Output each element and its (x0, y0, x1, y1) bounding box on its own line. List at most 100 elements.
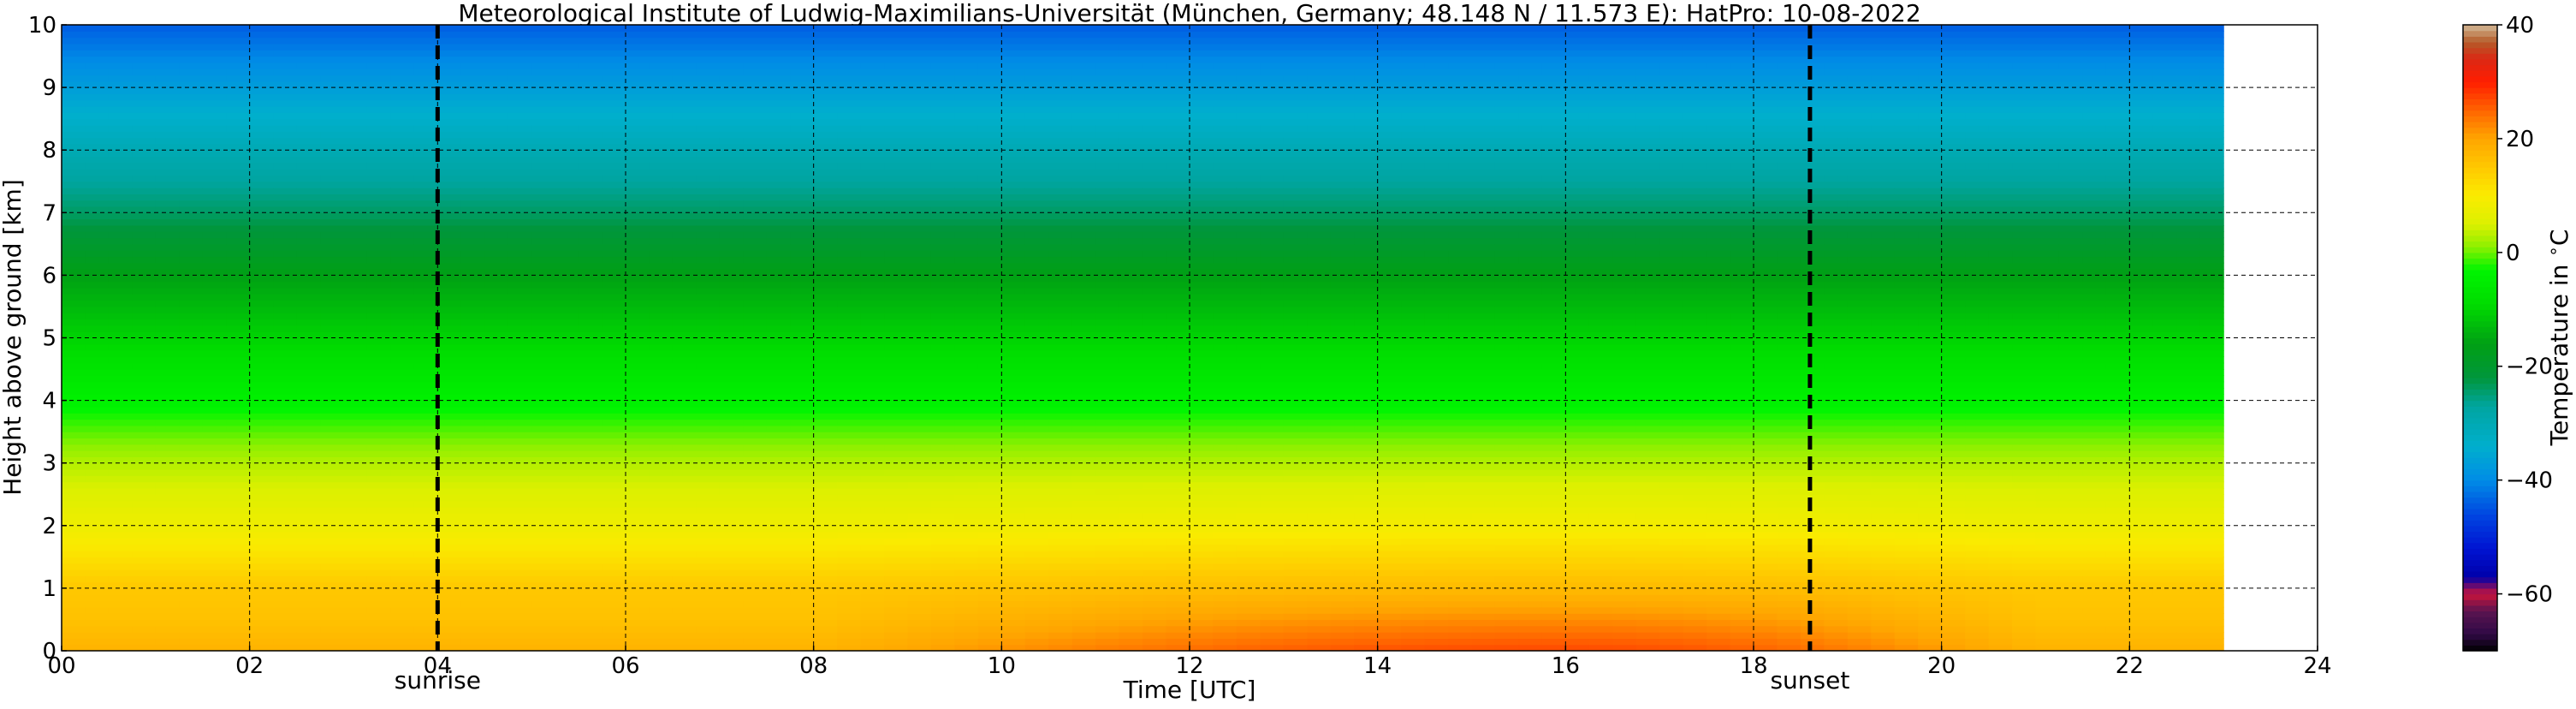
heatmap-cell (132, 444, 157, 451)
heatmap-cell (507, 381, 532, 389)
heatmap-cell (602, 450, 626, 457)
heatmap-cell (579, 188, 603, 194)
heatmap-cell (649, 262, 674, 270)
heatmap-cell (790, 288, 815, 295)
heatmap-cell (179, 250, 204, 258)
heatmap-cell (907, 551, 932, 557)
heatmap-cell (672, 25, 697, 32)
heatmap-cell (413, 50, 438, 57)
heatmap-cell (366, 369, 392, 376)
heatmap-cell (484, 243, 509, 251)
heatmap-cell (531, 387, 556, 395)
heatmap-cell (626, 31, 650, 39)
heatmap-cell (507, 444, 532, 451)
heatmap-cell (226, 269, 251, 276)
heatmap-cell (484, 300, 509, 307)
heatmap-cell (1071, 432, 1096, 439)
heatmap-cell (954, 413, 979, 420)
heatmap-cell (132, 237, 157, 245)
heatmap-cell (437, 494, 462, 502)
heatmap-cell (413, 375, 438, 383)
heatmap-cell (273, 450, 298, 457)
heatmap-cell (1024, 544, 1049, 551)
heatmap-cell (1143, 500, 1167, 508)
heatmap-cell (343, 93, 368, 101)
heatmap-cell (507, 143, 532, 151)
heatmap-cell (790, 438, 815, 445)
heatmap-cell (413, 62, 438, 69)
heatmap-cell (249, 99, 274, 107)
heatmap-cell (343, 419, 368, 426)
heatmap-cell (907, 369, 932, 376)
heatmap-cell (977, 563, 1002, 570)
heatmap-cell (579, 243, 603, 251)
heatmap-cell (413, 143, 438, 151)
heatmap-cell (1001, 243, 1026, 251)
heatmap-cell (296, 218, 321, 226)
heatmap-cell (1001, 337, 1026, 345)
heatmap-cell (249, 619, 274, 627)
heatmap-cell (790, 462, 815, 470)
heatmap-cell (273, 475, 298, 483)
heatmap-cell (62, 444, 86, 451)
heatmap-cell (1095, 150, 1120, 158)
heatmap-cell (132, 432, 157, 439)
heatmap-cell (743, 544, 768, 551)
heatmap-cell (343, 432, 368, 439)
heatmap-cell (954, 300, 979, 307)
heatmap-cell (649, 400, 674, 408)
heatmap-cell (249, 275, 274, 283)
heatmap-cell (226, 218, 251, 226)
heatmap-cell (343, 425, 368, 432)
heatmap-cell (108, 118, 133, 126)
heatmap-cell (1095, 369, 1120, 376)
heatmap-cell (249, 513, 274, 521)
heatmap-cell (507, 162, 532, 170)
heatmap-cell (837, 37, 862, 45)
heatmap-cell (1001, 218, 1026, 226)
heatmap-cell (320, 206, 345, 213)
heatmap-cell (672, 118, 697, 126)
heatmap-cell (226, 444, 251, 451)
heatmap-cell (790, 319, 815, 326)
heatmap-cell (366, 275, 392, 283)
heatmap-cell (226, 462, 251, 470)
heatmap-cell (249, 563, 274, 570)
heatmap-cell (743, 212, 768, 220)
heatmap-cell (437, 606, 462, 614)
heatmap-cell (507, 300, 532, 307)
heatmap-cell (602, 194, 626, 201)
heatmap-cell (1213, 381, 1238, 389)
heatmap-cell (907, 243, 932, 251)
heatmap-cell (1166, 175, 1190, 182)
heatmap-cell (813, 450, 838, 457)
heatmap-cell (813, 243, 838, 251)
heatmap-cell (696, 632, 721, 639)
heatmap-cell (790, 519, 815, 527)
heatmap-cell (884, 256, 909, 264)
heatmap-cell (930, 644, 956, 651)
heatmap-cell (579, 37, 603, 45)
heatmap-cell (249, 124, 274, 132)
heatmap-cell (531, 143, 556, 151)
heatmap-cell (320, 124, 345, 132)
heatmap-cell (1213, 212, 1238, 220)
heatmap-cell (249, 532, 274, 539)
heatmap-cell (743, 80, 768, 88)
heatmap-cell (813, 331, 838, 339)
heatmap-cell (132, 275, 157, 283)
heatmap-cell (719, 80, 744, 88)
heatmap-cell (626, 143, 650, 151)
heatmap-cell (531, 218, 556, 226)
heatmap-cell (1119, 625, 1143, 633)
heatmap-cell (1024, 69, 1049, 76)
heatmap-cell (766, 544, 791, 551)
heatmap-cell (930, 400, 956, 408)
heatmap-cell (202, 444, 227, 451)
heatmap-cell (954, 288, 979, 295)
heatmap-cell (437, 551, 462, 557)
heatmap-cell (813, 231, 838, 239)
heatmap-cell (390, 532, 415, 539)
heatmap-cell (62, 93, 86, 101)
heatmap-cell (977, 450, 1002, 457)
